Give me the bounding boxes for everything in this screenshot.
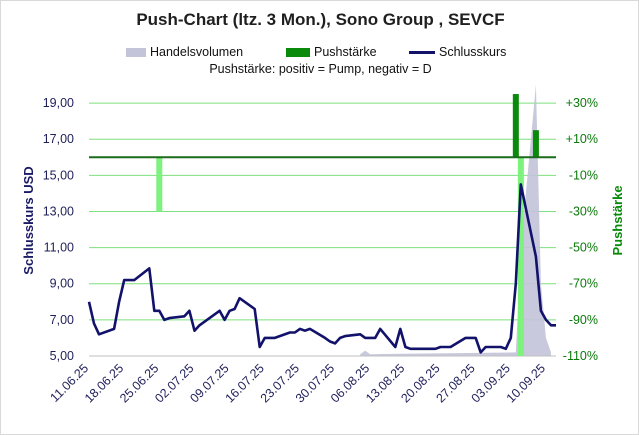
legend-swatch-push: [286, 47, 310, 57]
x-tick-label: 10.09.25: [504, 361, 548, 405]
y-left-tick-label: 11,00: [44, 241, 74, 255]
close-price-line: [87, 183, 556, 354]
y-left-tick-label: 9,00: [50, 277, 74, 291]
legend-label-push: Pushstärke: [314, 45, 377, 59]
legend-label-volume: Handelsvolumen: [150, 45, 244, 59]
chart-subtitle: Pushstärke: positiv = Pump, negativ = D: [1, 62, 639, 76]
push-bar: [517, 157, 524, 356]
y-right-tick-label: -10%: [569, 168, 598, 182]
y-right-tick-label: +30%: [566, 96, 598, 110]
y-right-tick-label: -90%: [569, 313, 598, 327]
grid-lines: [89, 102, 556, 357]
legend-item-close: Schlusskurs: [409, 45, 506, 59]
subtitle-label: Pushstärke:: [209, 62, 276, 76]
legend-swatch-close: [409, 50, 435, 54]
legend: Handelsvolumen Pushstärke Schlusskurs: [1, 45, 639, 61]
y-right-tick-label: -50%: [569, 241, 598, 255]
y-left-tick-label: 13,00: [43, 204, 74, 218]
y-right-tick-label: -30%: [569, 204, 598, 218]
legend-item-volume: Handelsvolumen: [126, 45, 243, 59]
push-bar: [156, 157, 163, 212]
y-left-tick-label: 7,00: [50, 313, 74, 327]
y-left-tick-label: 19,00: [43, 96, 74, 110]
subtitle-text: positiv = Pump, negativ = D: [278, 62, 432, 76]
legend-item-push: Pushstärke: [286, 45, 377, 59]
push-bar: [532, 130, 539, 158]
y-right-tick-label: -110%: [563, 349, 598, 363]
chart-title: Push-Chart (ltz. 3 Mon.), Sono Group , S…: [136, 10, 505, 29]
y-right-tick-label: +10%: [566, 132, 598, 146]
y-left-tick-label: 15,00: [43, 168, 74, 182]
volume-area: [360, 85, 551, 356]
y-left-tick-label: 5,00: [50, 349, 74, 363]
legend-swatch-volume: [126, 47, 146, 57]
y-left-tick-label: 17,00: [43, 132, 74, 146]
y-right-axis-title: Pushstärke: [610, 185, 625, 255]
legend-label-close: Schlusskurs: [439, 45, 507, 59]
push-bar: [512, 94, 519, 158]
y-left-axis-title: Schlusskurs USD: [21, 166, 36, 274]
y-right-tick-label: -70%: [569, 277, 598, 291]
